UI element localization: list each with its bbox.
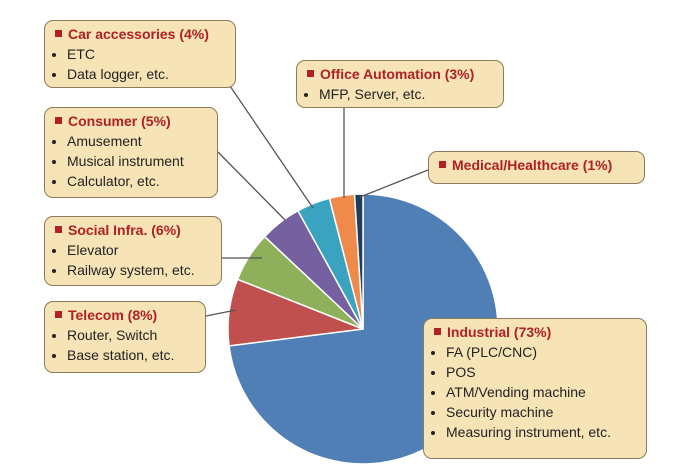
- value-label: (1%): [582, 157, 613, 173]
- detail-item: Amusement: [67, 131, 209, 151]
- detail-list: MFP, Server, etc.: [307, 84, 495, 104]
- detail-item: POS: [446, 362, 638, 382]
- detail-item: Base station, etc.: [67, 345, 197, 365]
- category-name: Industrial: [447, 324, 511, 340]
- callout-box: Office Automation (3%)MFP, Server, etc.: [296, 60, 504, 108]
- callout-box: Car accessories (4%)ETCData logger, etc.: [44, 20, 236, 88]
- callout-title: Industrial (73%): [434, 322, 638, 342]
- value-label: (8%): [127, 307, 158, 323]
- detail-item: ATM/Vending machine: [446, 382, 638, 402]
- category-name: Car accessories: [68, 26, 176, 42]
- callout-title: Social Infra. (6%): [55, 220, 213, 240]
- detail-item: Railway system, etc.: [67, 260, 213, 280]
- detail-item: Measuring instrument, etc.: [446, 422, 638, 442]
- callout-box: Industrial (73%)FA (PLC/CNC)POSATM/Vendi…: [423, 318, 647, 459]
- detail-item: Calculator, etc.: [67, 171, 209, 191]
- callout-title: Telecom (8%): [55, 305, 197, 325]
- value-label: (5%): [141, 113, 171, 129]
- detail-item: Security machine: [446, 402, 638, 422]
- callout-box: Social Infra. (6%)ElevatorRailway system…: [44, 216, 222, 286]
- leader-line: [359, 169, 429, 198]
- callout-title: Medical/Healthcare (1%): [439, 155, 636, 175]
- detail-list: AmusementMusical instrumentCalculator, e…: [55, 131, 209, 191]
- detail-list: FA (PLC/CNC)POSATM/Vending machineSecuri…: [434, 342, 638, 442]
- detail-item: Router, Switch: [67, 325, 197, 345]
- detail-list: ElevatorRailway system, etc.: [55, 240, 213, 280]
- value-label: (4%): [179, 26, 209, 42]
- detail-item: Elevator: [67, 240, 213, 260]
- callout-box: Medical/Healthcare (1%): [428, 151, 645, 184]
- callout-title: Car accessories (4%): [55, 24, 227, 44]
- callout-title: Office Automation (3%): [307, 64, 495, 84]
- callout-title: Consumer (5%): [55, 111, 209, 131]
- value-label: (6%): [151, 222, 181, 238]
- category-name: Telecom: [68, 307, 124, 323]
- detail-item: Data logger, etc.: [67, 64, 227, 84]
- pie-slice: [353, 193, 364, 330]
- detail-item: FA (PLC/CNC): [446, 342, 638, 362]
- detail-list: ETCData logger, etc.: [55, 44, 227, 84]
- callout-box: Telecom (8%)Router, SwitchBase station, …: [44, 301, 206, 373]
- callout-box: Consumer (5%)AmusementMusical instrument…: [44, 107, 218, 198]
- category-name: Office Automation: [320, 66, 441, 82]
- value-label: (73%): [513, 324, 552, 340]
- category-name: Medical/Healthcare: [452, 157, 579, 173]
- detail-item: ETC: [67, 44, 227, 64]
- detail-item: MFP, Server, etc.: [319, 84, 495, 104]
- leader-line: [229, 85, 314, 209]
- detail-list: Router, SwitchBase station, etc.: [55, 325, 197, 365]
- leader-line: [217, 151, 286, 221]
- category-name: Social Infra.: [68, 222, 148, 238]
- category-name: Consumer: [68, 113, 138, 129]
- value-label: (3%): [444, 66, 475, 82]
- leader-line: [205, 309, 237, 317]
- detail-item: Musical instrument: [67, 151, 209, 171]
